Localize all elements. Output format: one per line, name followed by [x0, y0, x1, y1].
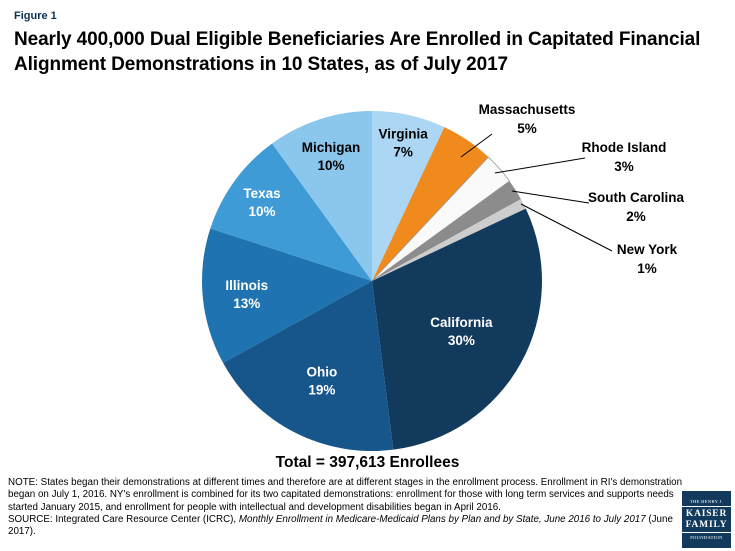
note-source-block: NOTE: States began their demonstrations … [8, 477, 684, 539]
slice-label-new-york: New York [617, 242, 678, 257]
leader-line-south-carolina [511, 190, 590, 204]
slice-label-ohio: Ohio [306, 364, 337, 379]
slice-value-rhode-island: 3% [614, 159, 634, 174]
slice-value-texas: 10% [248, 204, 275, 219]
slice-label-illinois: Illinois [225, 278, 268, 293]
slice-label-south-carolina: South Carolina [588, 190, 684, 205]
pie-slice-south-carolina [372, 181, 521, 281]
slice-value-new-york: 1% [637, 261, 657, 276]
slice-label-california: California [430, 315, 493, 330]
slice-value-south-carolina: 2% [626, 209, 646, 224]
pie-chart: Virginia 7% Massachusetts 5% Rhode Island 3% S… [202, 102, 684, 452]
slice-value-illinois: 13% [233, 296, 260, 311]
figure-number: Figure 1 [14, 10, 57, 22]
slice-value-california: 30% [448, 333, 475, 348]
leader-line-massachusetts [460, 133, 493, 158]
slice-value-virginia: 7% [393, 145, 413, 160]
kff-logo-middle: KAISER FAMILY [681, 505, 732, 534]
leader-line-rhode-island [494, 157, 586, 174]
pie-slice-virginia [372, 111, 445, 281]
pie-slice-california [372, 208, 542, 450]
slice-label-texas: Texas [243, 186, 280, 201]
pie-slice-michigan [272, 111, 372, 281]
kff-logo-family: FAMILY [685, 519, 728, 530]
source-suffix: (June 2017). [8, 514, 673, 538]
slice-value-michigan: 10% [318, 158, 345, 173]
slice-label-michigan: Michigan [302, 140, 361, 155]
source-text: SOURCE: Integrated Care Resource Center … [8, 514, 684, 539]
slice-label-virginia: Virginia [379, 127, 429, 142]
total-enrollees-label: Total = 397,613 Enrollees [275, 454, 460, 471]
figure-title: Nearly 400,000 Dual Eligible Beneficiari… [14, 29, 701, 76]
kff-logo-kaiser: KAISER [685, 508, 728, 519]
leader-line-new-york [520, 203, 613, 252]
pie-slice-texas [210, 143, 372, 281]
kff-logo-bottom-text: FOUNDATION [690, 535, 723, 541]
kff-logo-top-text: THE HENRY J. [689, 498, 724, 504]
pie-slice-illinois [202, 228, 372, 363]
slice-label-rhode-island: Rhode Island [582, 140, 667, 155]
pie-slice-rhode-island [371, 156, 511, 282]
pie-slice-massachusetts [372, 127, 489, 282]
pie-slice-ohio [223, 281, 394, 452]
source-citation-italic: Monthly Enrollment in Medicare-Medicaid … [238, 514, 646, 526]
kff-logo: THE HENRY J. KAISER FAMILY FOUNDATION [681, 491, 732, 548]
source-prefix: SOURCE: Integrated Care Resource Center … [8, 514, 239, 526]
slice-value-ohio: 19% [308, 382, 335, 397]
pie-slice-new-york [372, 199, 526, 281]
slice-label-massachusetts: Massachusetts [479, 102, 576, 117]
note-text: NOTE: States began their demonstrations … [8, 477, 683, 513]
slice-value-massachusetts: 5% [517, 121, 537, 136]
